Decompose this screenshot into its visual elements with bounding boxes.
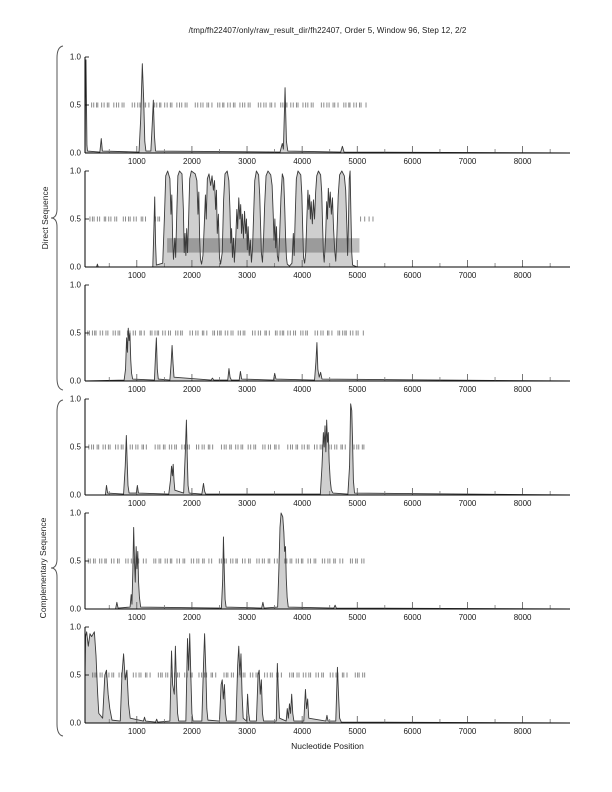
codon-marks-row: [89, 216, 374, 222]
y-tick-label: 0.5: [70, 671, 82, 680]
x-tick-label: 1000: [128, 727, 146, 736]
x-tick-label: 7000: [459, 271, 477, 280]
probability-curve: [84, 59, 571, 154]
y-tick-label: 0.0: [70, 149, 82, 158]
x-tick-label: 6000: [403, 727, 421, 736]
x-axis-ticks: [108, 146, 551, 153]
codon-marks-row: [87, 330, 364, 336]
y-tick-label: 0.0: [70, 263, 82, 272]
x-axis-ticks: [108, 488, 551, 495]
x-tick-label: 8000: [514, 727, 532, 736]
x-tick-label: 6000: [403, 271, 421, 280]
y-tick-label: 0.5: [70, 443, 82, 452]
x-tick-label: 1000: [128, 613, 146, 622]
x-tick-label: 6000: [403, 157, 421, 166]
x-tick-label: 4000: [293, 499, 311, 508]
x-tick-label: 5000: [348, 385, 366, 394]
x-tick-label: 5000: [348, 499, 366, 508]
x-tick-label: 7000: [459, 385, 477, 394]
x-axis-title: Nucleotide Position: [291, 741, 364, 751]
x-tick-label: 6000: [403, 385, 421, 394]
probability-curve-fill: [85, 403, 570, 495]
x-tick-label: 2000: [183, 271, 201, 280]
x-tick-label: 3000: [238, 727, 256, 736]
y-tick-label: 0.5: [70, 215, 82, 224]
x-tick-label: 4000: [293, 157, 311, 166]
complementary-sequence-brace: [50, 399, 64, 737]
x-tick-label: 5000: [348, 157, 366, 166]
x-tick-label: 2000: [183, 157, 201, 166]
y-tick-label: 1.0: [70, 53, 82, 62]
probability-curve-fill: [85, 513, 570, 609]
x-tick-label: 2000: [183, 727, 201, 736]
y-tick-label: 0.5: [70, 557, 82, 566]
probability-curve: [85, 170, 570, 268]
codon-marks-row: [91, 102, 367, 108]
y-tick-label: 1.0: [70, 167, 82, 176]
x-tick-label: 7000: [459, 157, 477, 166]
panel-direct-1: 0.0 0.5 1.0 1000 2000 3000 4000 5000 6000 7000 800…: [70, 53, 571, 166]
x-tick-label: 8000: [514, 613, 532, 622]
y-tick-label: 1.0: [70, 395, 82, 404]
x-axis-ticks: [108, 374, 551, 381]
x-tick-label: 4000: [293, 727, 311, 736]
x-axis-ticks: [108, 260, 551, 267]
x-tick-label: 7000: [459, 499, 477, 508]
panel-direct-3: 0.0 0.5 1.0 1000 2000 3000 4000 5000 6000 7000 800…: [70, 281, 571, 394]
x-tick-label: 4000: [293, 613, 311, 622]
panel-complementary-1: 0.0 0.5 1.0 1000 2000 3000 4000 5000 6000 7000 800…: [70, 395, 571, 508]
y-tick-label: 1.0: [70, 281, 82, 290]
x-tick-label: 7000: [459, 727, 477, 736]
x-tick-label: 3000: [238, 157, 256, 166]
probability-curve: [84, 631, 571, 724]
y-tick-label: 1.0: [70, 623, 82, 632]
x-tick-label: 3000: [238, 499, 256, 508]
x-tick-label: 8000: [514, 157, 532, 166]
plot-title: /tmp/fh22407/only/raw_result_dir/fh22407…: [188, 26, 467, 35]
probability-curve: [85, 403, 571, 496]
x-tick-label: 5000: [348, 613, 366, 622]
y-tick-label: 1.0: [70, 509, 82, 518]
x-tick-label: 1000: [128, 271, 146, 280]
x-tick-label: 2000: [183, 613, 201, 622]
x-tick-label: 1000: [128, 385, 146, 394]
direct-sequence-brace: [50, 45, 64, 391]
panel-complementary-3: 0.0 0.5 1.0 1000 2000 3000 4000 5000 6000 7000 800…: [70, 623, 571, 736]
y-tick-label: 0.0: [70, 491, 82, 500]
panel-direct-2: 0.0 0.5 1.0 1000 2000 3000 4000 5000 6000 7000 800…: [70, 167, 570, 280]
x-tick-label: 5000: [348, 727, 366, 736]
codon-marks-row: [87, 558, 365, 564]
panel-complementary-2: 0.0 0.5 1.0 1000 2000 3000 4000 5000 6000 7000 800…: [70, 509, 571, 622]
x-tick-label: 3000: [238, 385, 256, 394]
x-tick-label: 2000: [183, 385, 201, 394]
codon-marks-row: [92, 672, 366, 678]
probability-curve: [84, 327, 571, 382]
y-tick-label: 0.0: [70, 719, 82, 728]
x-tick-label: 2000: [183, 499, 201, 508]
y-tick-label: 0.0: [70, 605, 82, 614]
x-axis-ticks: [108, 716, 551, 723]
x-tick-label: 7000: [459, 613, 477, 622]
x-tick-label: 5000: [348, 271, 366, 280]
x-tick-label: 8000: [514, 499, 532, 508]
x-tick-label: 4000: [293, 271, 311, 280]
x-tick-label: 8000: [514, 271, 532, 280]
x-tick-label: 8000: [514, 385, 532, 394]
x-tick-label: 3000: [238, 613, 256, 622]
probability-curve-fill: [85, 631, 570, 723]
x-tick-label: 4000: [293, 385, 311, 394]
y-tick-label: 0.0: [70, 377, 82, 386]
x-tick-label: 1000: [128, 499, 146, 508]
y-tick-label: 0.5: [70, 101, 82, 110]
x-tick-label: 6000: [403, 499, 421, 508]
probability-curve: [85, 512, 571, 610]
x-tick-label: 1000: [128, 157, 146, 166]
x-axis-ticks: [108, 602, 551, 609]
x-tick-label: 6000: [403, 613, 421, 622]
x-tick-label: 3000: [238, 271, 256, 280]
y-tick-label: 0.5: [70, 329, 82, 338]
probability-curve-fill: [85, 59, 570, 153]
